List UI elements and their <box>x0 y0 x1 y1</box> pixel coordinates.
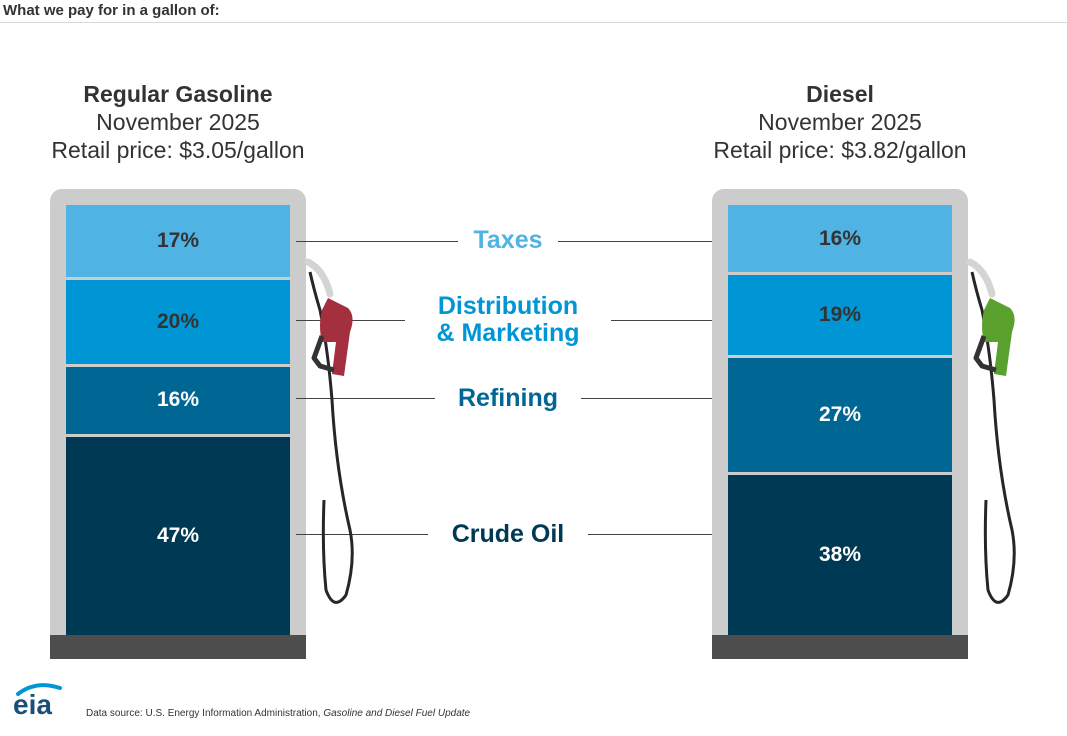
data-source: Data source: U.S. Energy Information Adm… <box>86 708 470 719</box>
source-prefix: Data source: U.S. Energy Information Adm… <box>86 708 324 719</box>
component-label-distribution: Distribution & Marketing <box>403 291 613 347</box>
diesel-crude-segment: 38% <box>728 475 952 635</box>
gasoline-nozzle-icon <box>304 258 354 604</box>
gasoline-date: November 2025 <box>96 109 260 135</box>
source-title: Gasoline and Diesel Fuel Update <box>323 708 471 719</box>
diesel-date: November 2025 <box>758 109 922 135</box>
leader-line-refining-right <box>580 398 712 400</box>
gasoline-crude-value-label: 47% <box>156 524 200 548</box>
diesel-nozzle-icon <box>966 258 1016 604</box>
leader-line-refining-left <box>296 398 436 400</box>
diesel-crude-value-label: 38% <box>818 543 862 566</box>
gasoline-price: Retail price: $3.05/gallon <box>51 137 305 163</box>
title-divider <box>0 22 1067 23</box>
diesel-refining-segment: 27% <box>728 358 952 472</box>
diesel-fuel-name: Diesel <box>806 81 874 107</box>
gasoline-distribution-value-label: 20% <box>156 309 200 333</box>
gasoline-distribution-segment: 20% <box>66 279 290 364</box>
diesel-taxes-value-label: 16% <box>818 226 862 250</box>
diesel-refining-value-label: 27% <box>818 403 862 427</box>
gasoline-crude-segment: 47% <box>66 437 290 635</box>
gasoline-refining-segment: 16% <box>66 366 290 435</box>
diesel-stack: 16% 19% 27% 38% <box>728 205 952 635</box>
component-label-taxes: Taxes <box>403 227 613 254</box>
diesel-price: Retail price: $3.82/gallon <box>713 137 967 163</box>
component-label-refining-line: Refining <box>458 383 558 412</box>
gasoline-taxes-segment: 17% <box>66 205 290 277</box>
diesel-distribution-value-label: 19% <box>818 303 862 327</box>
component-label-crude: Crude Oil <box>403 519 613 548</box>
diesel-pump-base <box>712 635 968 659</box>
gasoline-pump-base <box>50 635 306 659</box>
gasoline-taxes-value-label: 17% <box>156 228 200 252</box>
leader-line-crude-right <box>588 534 712 536</box>
gasoline-fuel-name: Regular Gasoline <box>83 81 273 107</box>
diesel-taxes-segment: 16% <box>728 205 952 273</box>
gasoline-stack: 17% 20% 16% 47% <box>66 205 290 635</box>
component-label-refining: Refining <box>403 383 613 412</box>
gasoline-header: Regular Gasoline November 2025 Retail pr… <box>8 80 348 164</box>
component-label-distribution-line: & Marketing <box>436 318 580 347</box>
leader-line-crude-left <box>296 534 428 536</box>
eia-logo: eia <box>13 683 62 720</box>
component-label-crude-line: Crude Oil <box>451 519 565 548</box>
page-title: What we pay for in a gallon of: <box>3 2 220 19</box>
component-label-distribution-line: Distribution <box>437 291 579 320</box>
diesel-header: Diesel November 2025 Retail price: $3.82… <box>670 80 1010 164</box>
leader-line-taxes-right <box>558 240 712 242</box>
component-label-taxes-line: Taxes <box>473 226 543 255</box>
leader-line-distribution-right <box>611 319 712 321</box>
diesel-distribution-segment: 19% <box>728 275 952 356</box>
gasoline-refining-value-label: 16% <box>156 388 200 412</box>
eia-logo-text: eia <box>13 689 52 720</box>
leader-line-taxes-left <box>296 240 458 242</box>
